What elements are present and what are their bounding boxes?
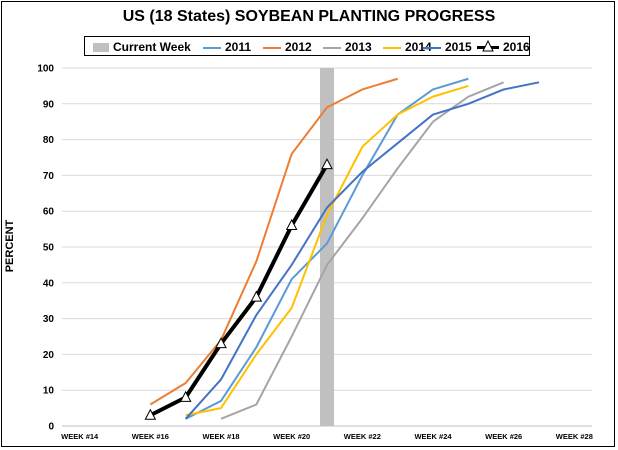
y-tick-label-30: 30	[43, 314, 55, 325]
legend-item-2014: 2014	[383, 38, 432, 56]
legend-item-2015: 2015	[423, 38, 472, 56]
x-tick-label-26: WEEK #26	[485, 432, 522, 441]
series-line-2014	[185, 84, 469, 417]
point-2016-week-18	[215, 337, 227, 349]
legend-swatch-2012	[263, 46, 281, 49]
x-tick-label-22: WEEK #22	[344, 432, 381, 441]
point-2016-week-20	[285, 218, 298, 231]
y-tick-label-20: 20	[43, 350, 55, 361]
legend-item-2016: 2016	[477, 38, 530, 56]
legend-item-2013: 2013	[323, 38, 372, 56]
legend-label-2011: 2011	[225, 40, 252, 54]
series-line-2011	[185, 77, 469, 420]
y-tick-label-50: 50	[43, 243, 55, 254]
y-tick-label-80: 80	[43, 135, 55, 146]
y-tick-label-70: 70	[43, 171, 55, 182]
legend-item-2012: 2012	[263, 38, 312, 56]
x-tick-label-18: WEEK #18	[202, 432, 239, 441]
legend-swatch-2014	[383, 46, 401, 49]
legend-label-current-week: Current Week	[113, 40, 191, 54]
legend-label-2013: 2013	[345, 40, 372, 54]
x-tick-label-28: WEEK #28	[556, 432, 593, 441]
point-2016-week-21	[321, 158, 333, 170]
legend-swatch-2013	[323, 46, 341, 49]
legend-swatch-2015	[423, 46, 441, 49]
legend-swatch-2011	[203, 46, 221, 49]
legend-label-2014: 2014	[405, 40, 432, 54]
series-line-2013	[220, 81, 505, 420]
point-2016-week-17	[179, 390, 192, 402]
y-tick-label-60: 60	[43, 207, 55, 218]
legend-swatch-current-week	[93, 43, 109, 53]
y-tick-label-10: 10	[43, 386, 55, 397]
y-tick-label-90: 90	[43, 99, 55, 110]
x-tick-label-20: WEEK #20	[273, 432, 310, 441]
legend-label-2015: 2015	[445, 40, 472, 54]
legend-item-2011: 2011	[203, 38, 251, 56]
y-tick-label-40: 40	[43, 278, 55, 289]
series-line-2016	[149, 163, 329, 418]
y-tick-label-0: 0	[48, 422, 54, 433]
chart-title: US (18 States) SOYBEAN PLANTING PROGRESS	[122, 8, 496, 25]
x-tick-label-24: WEEK #24	[414, 432, 452, 441]
point-2016-week-19	[250, 290, 263, 302]
chart-legend: Current Week 2011 2012 2013 2014 2015 20…	[84, 36, 530, 56]
legend-item-current-week: Current Week	[93, 38, 191, 56]
point-2016-week-16	[144, 408, 157, 420]
series-line-2015	[184, 81, 540, 420]
legend-label-2016: 2016	[503, 40, 530, 54]
x-tick-label-16: WEEK #16	[132, 432, 169, 441]
legend-label-2012: 2012	[285, 40, 312, 54]
x-tick-label-14: WEEK #14	[61, 432, 99, 441]
legend-swatch-2016	[477, 40, 499, 52]
current-week-bar	[320, 68, 334, 426]
y-tick-label-100: 100	[37, 64, 54, 75]
series-line-2012	[149, 77, 398, 406]
